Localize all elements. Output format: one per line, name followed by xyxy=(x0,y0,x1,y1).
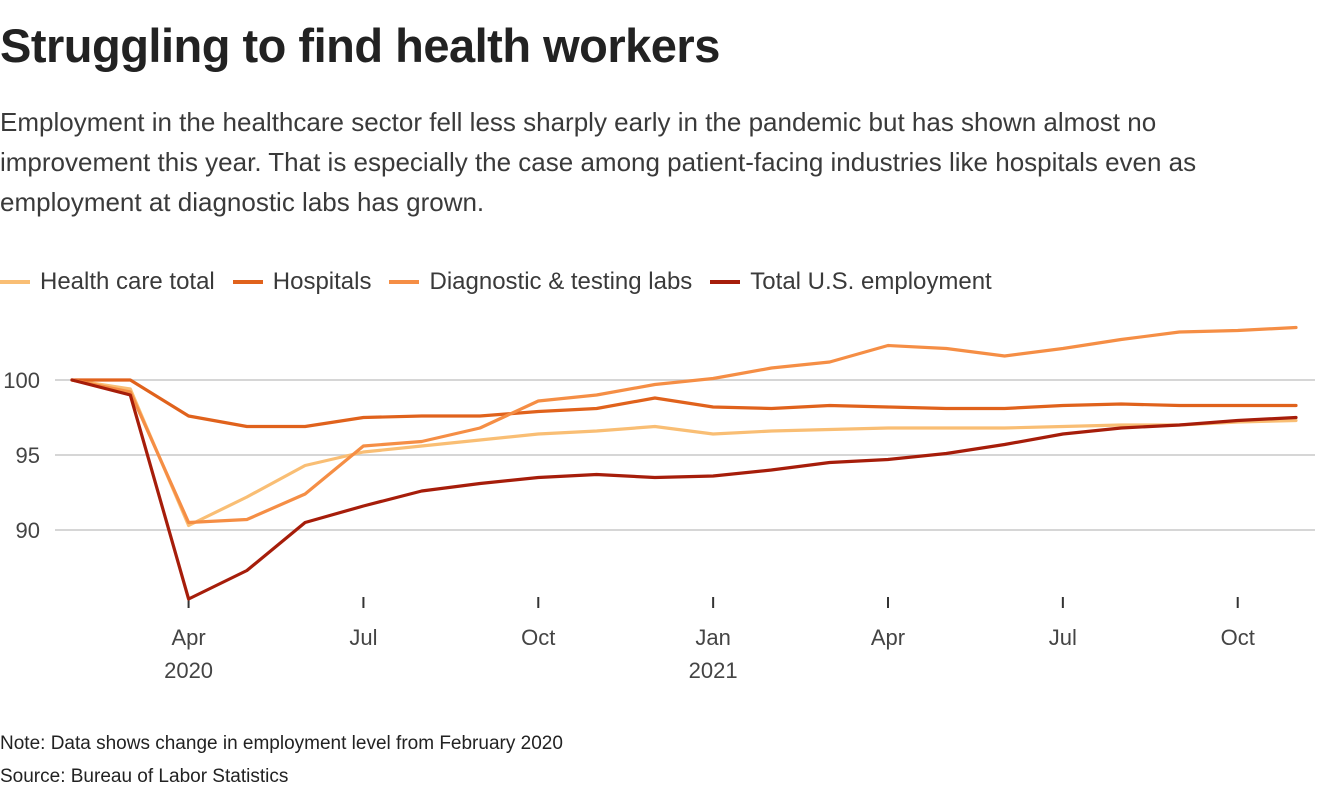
y-tick-label: 100 xyxy=(3,368,40,393)
x-tick-label: Apr xyxy=(871,625,905,650)
legend-swatch xyxy=(232,280,263,284)
legend-item-hospitals: Hospitals xyxy=(232,268,372,296)
x-tick-label: Jul xyxy=(349,625,377,650)
legend-label: Total U.S. employment xyxy=(750,268,992,295)
chart-subtitle: Employment in the healthcare sector fell… xyxy=(0,107,1197,217)
series-line-total-u-s-employment xyxy=(70,378,1298,601)
y-axis: 90 95 100 xyxy=(3,368,40,543)
line-chart: 90 95 100 Apr 2020 Jul Oct Jan 2021 Apr Jul Oct xyxy=(3,325,1315,683)
legend-item-total-us-employment: Total U.S. employment xyxy=(710,268,992,296)
legend-label: Hospitals xyxy=(272,268,372,295)
legend-item-health-care-total: Health care total xyxy=(0,268,215,296)
legend-swatch xyxy=(0,280,30,284)
series-line-diagnostic-testing-labs xyxy=(70,325,1298,525)
y-tick-label: 95 xyxy=(16,443,40,468)
chart-title: Struggling to find health workers xyxy=(0,19,720,72)
x-axis: Apr 2020 Jul Oct Jan 2021 Apr Jul Oct xyxy=(164,597,1255,683)
x-tick-year-label: 2020 xyxy=(164,658,213,683)
legend-swatch xyxy=(710,280,741,284)
legend-label: Diagnostic & testing labs xyxy=(429,268,693,295)
series-lines xyxy=(70,325,1298,601)
x-tick-label: Jul xyxy=(1049,625,1077,650)
x-tick-label: Oct xyxy=(1221,625,1255,650)
legend: Health care total Hospitals Diagnostic &… xyxy=(0,266,1010,298)
legend-label: Health care total xyxy=(40,268,215,295)
x-tick-label: Jan xyxy=(695,625,730,650)
x-tick-label: Oct xyxy=(521,625,555,650)
chart-note: Note: Data shows change in employment le… xyxy=(0,733,563,754)
x-tick-year-label: 2021 xyxy=(689,658,738,683)
series-line-hospitals xyxy=(70,378,1298,429)
chart-source: Source: Bureau of Labor Statistics xyxy=(0,766,289,787)
y-tick-label: 90 xyxy=(16,518,40,543)
legend-swatch xyxy=(389,280,420,284)
series-line-health-care-total xyxy=(70,378,1298,528)
x-tick-label: Apr xyxy=(171,625,205,650)
legend-item-diagnostic-labs: Diagnostic & testing labs xyxy=(389,268,692,296)
